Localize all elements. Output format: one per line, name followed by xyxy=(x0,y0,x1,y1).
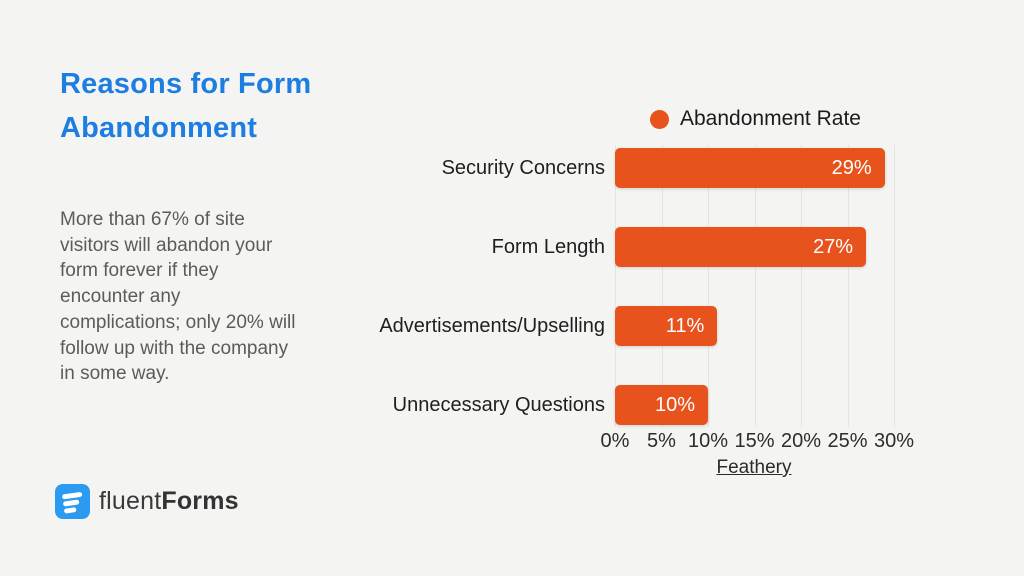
brand-name: fluentForms xyxy=(99,487,239,516)
gridline xyxy=(801,145,802,427)
bar-value-label: 10% xyxy=(654,394,695,416)
legend-label: Abandonment Rate xyxy=(680,107,861,130)
source-link[interactable]: Feathery xyxy=(716,457,792,478)
page-title: Reasons for Form Abandonment xyxy=(60,68,312,144)
bar: 11% xyxy=(615,306,718,346)
fluent-forms-icon xyxy=(55,484,90,519)
bar: 27% xyxy=(615,227,867,267)
bar-row-label: Form Length xyxy=(491,236,605,258)
x-tick-label: 20% xyxy=(780,430,822,452)
bar-row-label: Advertisements/Upselling xyxy=(379,315,605,337)
x-tick-label: 5% xyxy=(647,430,676,452)
x-tick-label: 0% xyxy=(600,430,630,452)
gridline xyxy=(615,145,616,427)
x-tick-label: 30% xyxy=(873,430,915,452)
x-tick-label: 25% xyxy=(827,430,868,452)
gridline xyxy=(754,145,756,427)
x-tick-label: 10% xyxy=(687,430,729,452)
bar-row-label: Unnecessary Questions xyxy=(392,394,605,416)
bar: 10% xyxy=(615,385,708,425)
x-tick-label: 15% xyxy=(734,430,775,452)
legend-marker-icon xyxy=(650,109,669,129)
gridline xyxy=(708,145,709,427)
gridline xyxy=(661,145,663,427)
bar-value-label: 11% xyxy=(665,315,705,337)
body-text: More than 67% of site visitors will aban… xyxy=(60,209,296,385)
bar-row-label: Security Concerns xyxy=(441,157,605,179)
bar-value-label: 29% xyxy=(831,157,872,179)
bar-value-label: 27% xyxy=(813,236,854,258)
brand-name-regular: fluent xyxy=(99,487,162,515)
gridline xyxy=(894,145,895,427)
brand-logo: fluentForms xyxy=(55,484,239,519)
bar: 29% xyxy=(615,148,885,188)
gridline xyxy=(847,145,849,427)
chart-legend: Abandonment Rate xyxy=(650,107,861,131)
brand-name-bold: Forms xyxy=(161,487,239,515)
